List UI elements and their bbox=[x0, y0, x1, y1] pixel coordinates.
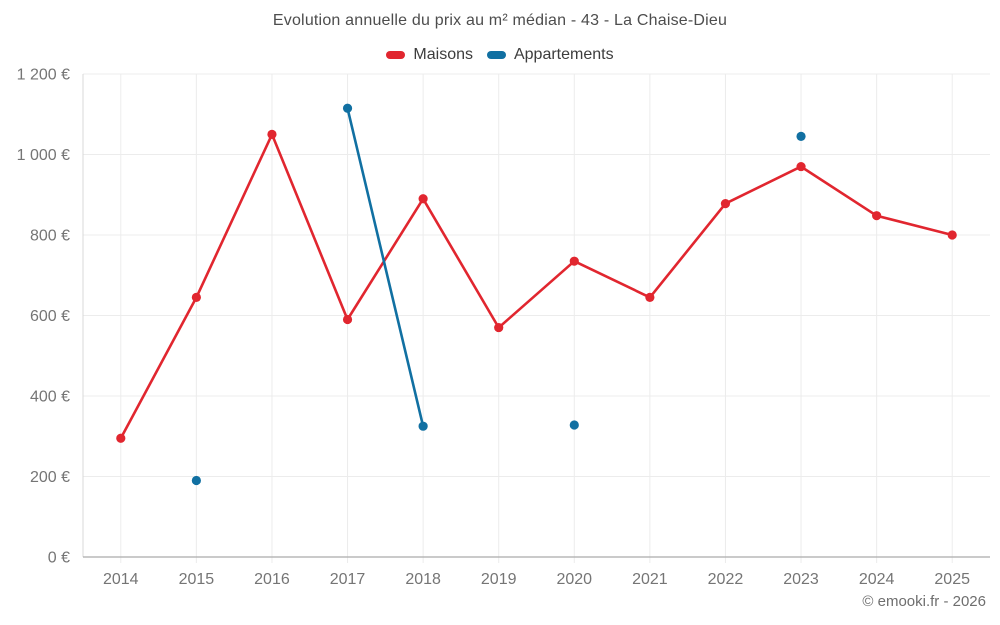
data-point-appartements-2015[interactable] bbox=[191, 475, 201, 486]
y-axis-tick-label: 200 € bbox=[30, 469, 70, 486]
x-axis-tick-label: 2024 bbox=[859, 571, 895, 588]
x-axis-tick-label: 2025 bbox=[934, 571, 970, 588]
x-axis-tick-label: 2022 bbox=[708, 571, 744, 588]
legend-label-maisons: Maisons bbox=[413, 46, 473, 63]
x-axis-tick-label: 2014 bbox=[103, 571, 139, 588]
y-axis-tick-label: 600 € bbox=[30, 308, 70, 325]
legend-swatch-maisons-icon bbox=[386, 51, 406, 59]
x-axis-tick-label: 2017 bbox=[330, 571, 366, 588]
copyright-footer: © emooki.fr - 2026 bbox=[862, 593, 986, 610]
legend-item-appartements[interactable]: Appartements bbox=[486, 46, 614, 64]
x-axis-tick-label: 2021 bbox=[632, 571, 668, 588]
x-axis-tick-label: 2018 bbox=[405, 571, 441, 588]
data-point-maisons-2014[interactable] bbox=[116, 433, 126, 443]
legend: Maisons Appartements bbox=[0, 46, 1000, 64]
legend-item-maisons[interactable]: Maisons bbox=[386, 46, 473, 64]
data-point-maisons-2016[interactable] bbox=[267, 129, 277, 139]
series-line-maisons bbox=[119, 133, 954, 440]
x-axis-tick-label: 2019 bbox=[481, 571, 517, 588]
data-point-appartements-2017[interactable] bbox=[342, 103, 353, 113]
x-axis-tick-label: 2015 bbox=[179, 571, 215, 588]
data-point-maisons-2018[interactable] bbox=[418, 194, 428, 204]
data-point-maisons-2023[interactable] bbox=[796, 161, 806, 172]
data-point-maisons-2015[interactable] bbox=[191, 292, 201, 302]
data-point-maisons-2019[interactable] bbox=[494, 322, 504, 333]
x-axis-tick-label: 2023 bbox=[783, 571, 819, 588]
y-axis-tick-label: 0 € bbox=[48, 550, 70, 567]
data-point-appartements-2018[interactable] bbox=[418, 421, 428, 431]
y-axis-tick-label: 800 € bbox=[30, 228, 70, 245]
y-axis-tick-label: 1 000 € bbox=[17, 147, 70, 164]
legend-swatch-appartements-icon bbox=[486, 51, 506, 59]
data-point-maisons-2020[interactable] bbox=[569, 256, 579, 266]
data-point-maisons-2021[interactable] bbox=[645, 292, 655, 302]
chart-title: Evolution annuelle du prix au m² médian … bbox=[272, 12, 728, 29]
data-point-maisons-2024[interactable] bbox=[872, 211, 882, 221]
data-point-maisons-2022[interactable] bbox=[720, 199, 731, 209]
y-axis-tick-label: 400 € bbox=[30, 389, 70, 406]
legend-label-appartements: Appartements bbox=[513, 46, 614, 63]
x-axis-tick-label: 2020 bbox=[556, 571, 592, 588]
y-axis-tick-label: 1 200 € bbox=[17, 67, 70, 84]
data-point-maisons-2025[interactable] bbox=[947, 230, 957, 240]
data-point-maisons-2017[interactable] bbox=[342, 314, 353, 325]
data-point-appartements-2023[interactable] bbox=[796, 131, 806, 141]
data-point-appartements-2020[interactable] bbox=[569, 420, 579, 430]
x-axis-tick-label: 2016 bbox=[254, 571, 290, 588]
